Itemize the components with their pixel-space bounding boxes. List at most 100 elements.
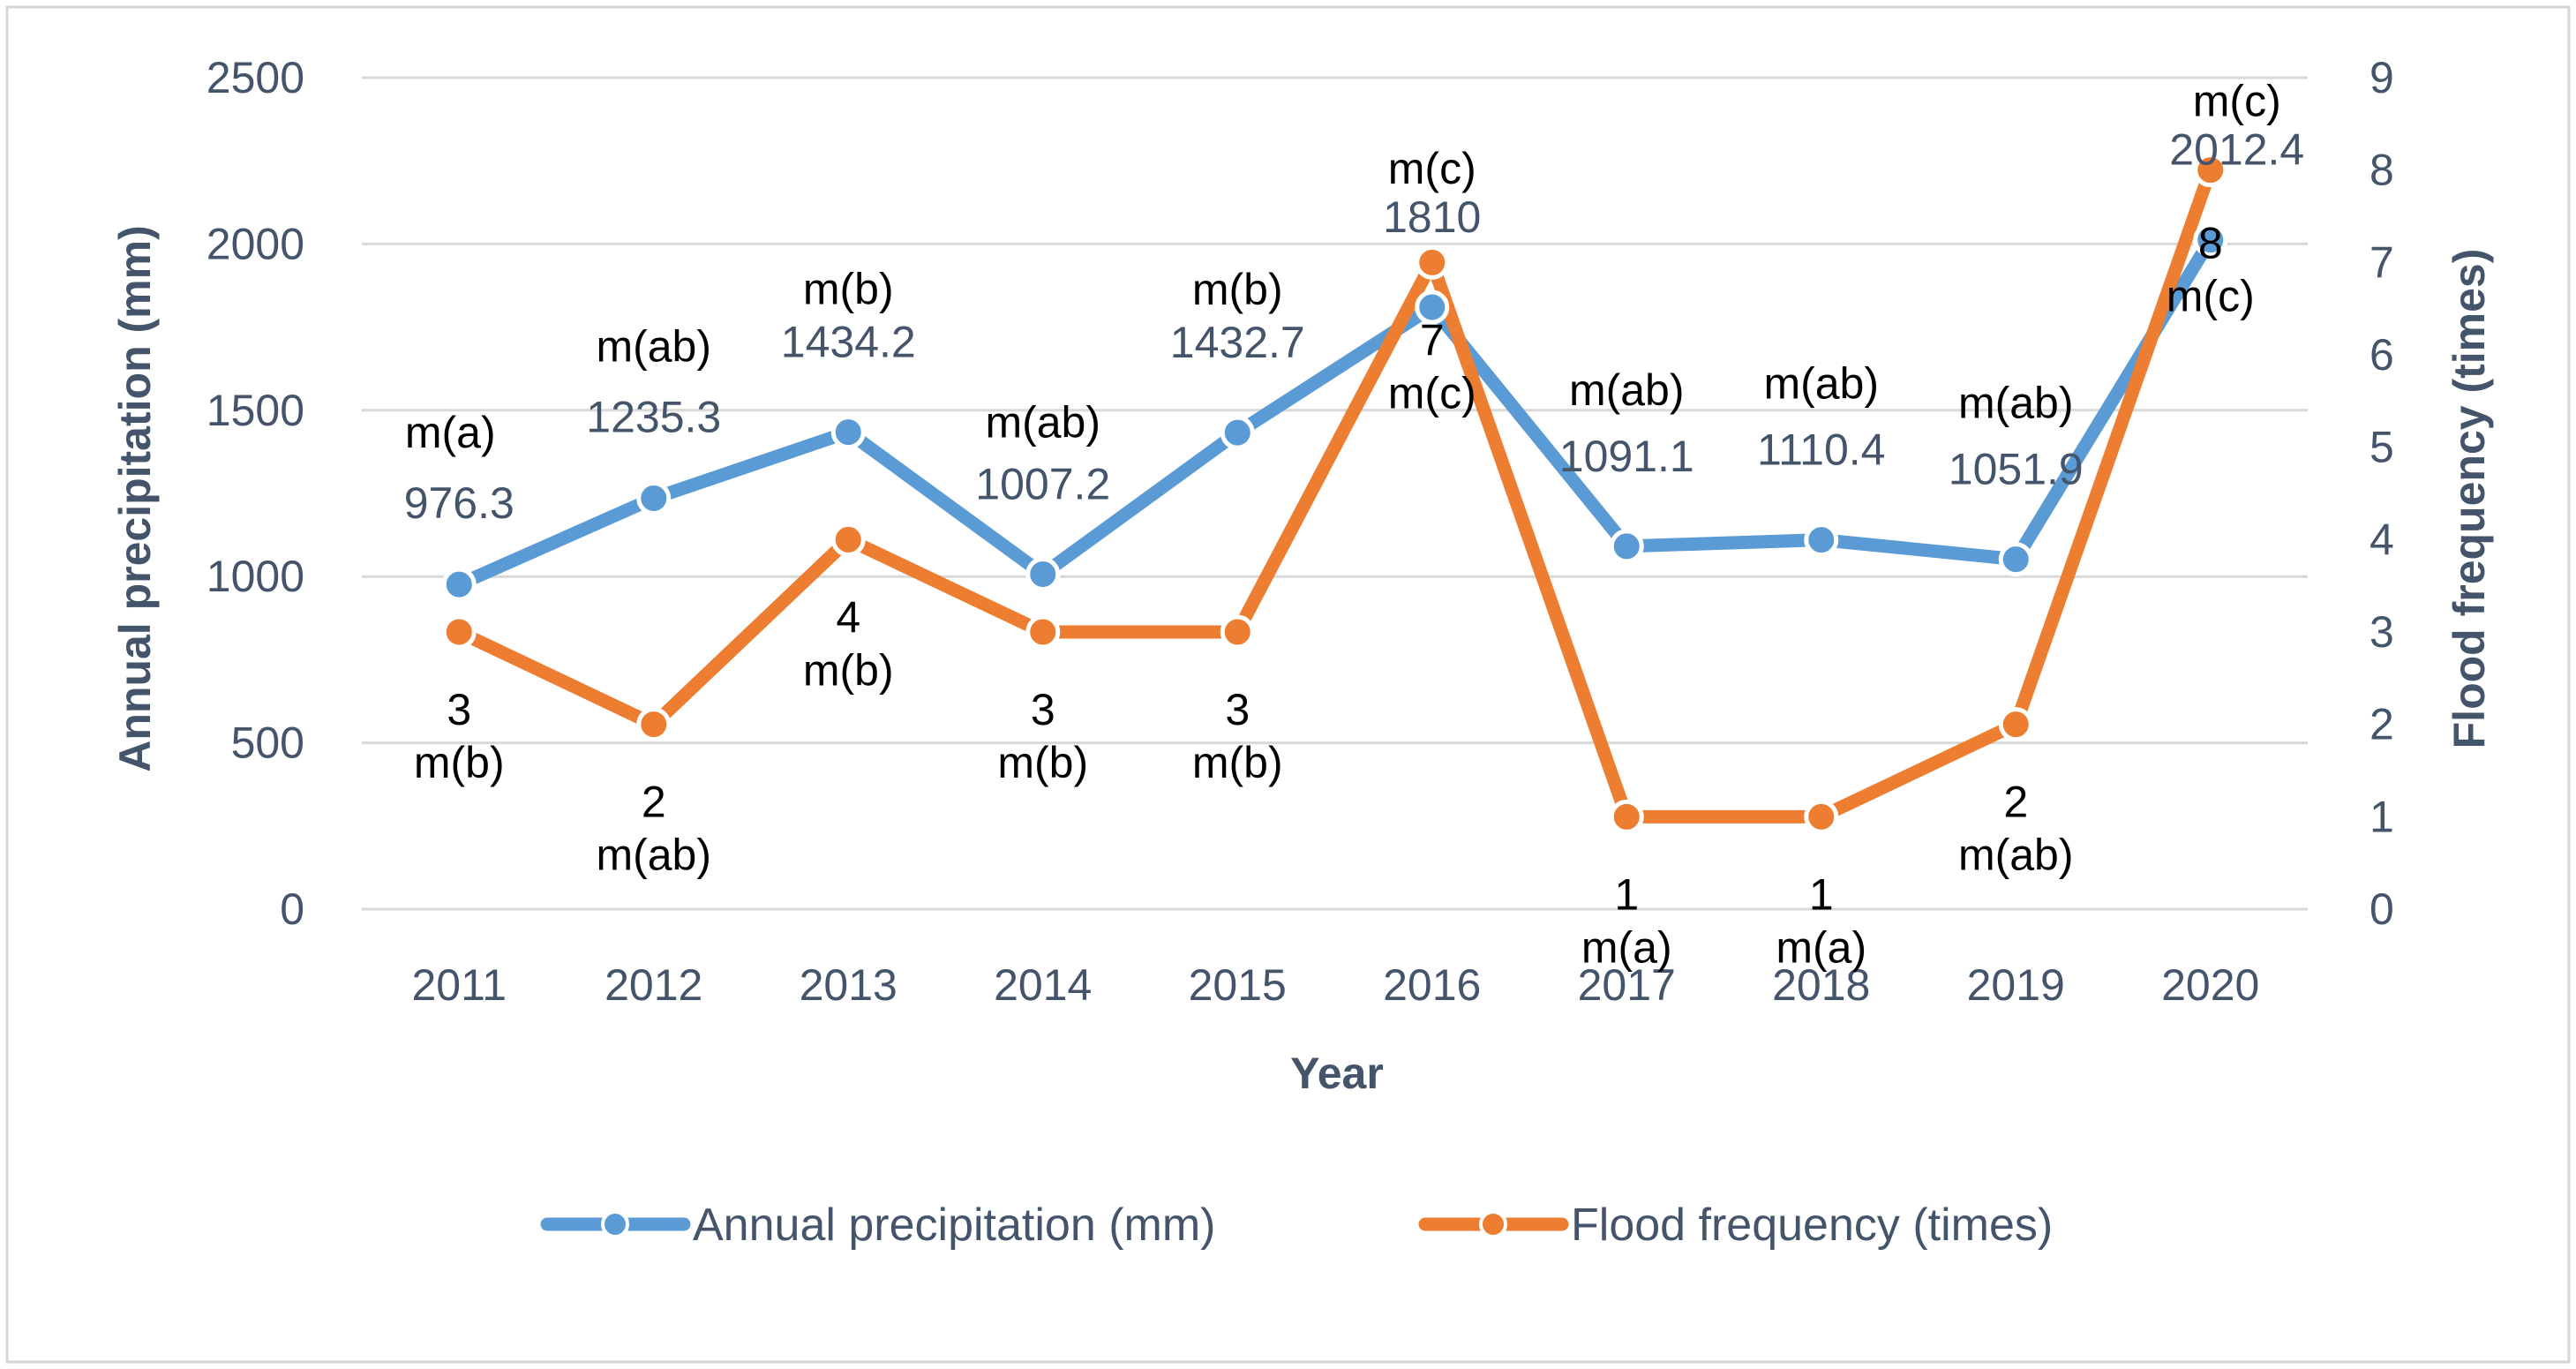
series-0-point <box>1998 542 2033 577</box>
flood-group-label: m(c) <box>2167 272 2255 321</box>
series-line-0 <box>452 233 2218 591</box>
y-right-tick-label: 3 <box>2369 607 2394 657</box>
series-1-point <box>1025 614 1061 650</box>
flood-value-label: 3 <box>1031 685 1055 734</box>
series-layer <box>441 153 2228 834</box>
legend-precipitation-label: Annual precipitation (mm) <box>693 1200 1215 1251</box>
flood-group-label: m(a) <box>1581 922 1672 972</box>
series-1-point <box>2193 153 2228 188</box>
x-tick-label: 2018 <box>1772 960 1870 1010</box>
y-axis-right-title: Flood frequency (times) <box>2445 249 2494 749</box>
x-tick-label: 2014 <box>994 960 1092 1010</box>
y-left-tick-label: 500 <box>231 718 304 768</box>
series-0-point <box>1415 290 1450 325</box>
precip-value-label: 1007.2 <box>975 459 1110 508</box>
precip-group-label: m(a) <box>405 408 496 457</box>
precip-value-label: 1434.2 <box>781 318 916 367</box>
flood-value-label: 2 <box>2003 778 2028 827</box>
series-1-point <box>1609 799 1644 834</box>
series-0-point <box>1609 529 1644 564</box>
legend-flood-label: Flood frequency (times) <box>1571 1200 2053 1251</box>
grid-layer <box>362 76 2308 911</box>
precip-value-label: 1432.7 <box>1170 318 1305 367</box>
series-1-point <box>441 614 477 650</box>
flood-value-label: 7 <box>1420 315 1445 365</box>
flood-group-label: m(b) <box>997 738 1088 787</box>
precip-group-label: m(ab) <box>1569 365 1685 415</box>
precip-group-label: m(c) <box>1388 144 1476 193</box>
y-right-tick-label: 5 <box>2369 423 2394 472</box>
flood-group-label: m(b) <box>803 645 894 695</box>
y-right-tick-label: 6 <box>2369 330 2394 380</box>
precip-value-label: 1091.1 <box>1559 432 1694 481</box>
y-right-tick-label: 9 <box>2369 53 2394 102</box>
flood-group-label: m(b) <box>414 738 505 787</box>
x-tick-label: 2011 <box>411 960 507 1010</box>
series-0-point <box>1025 556 1061 591</box>
series-1-point <box>636 707 672 742</box>
legend: Annual precipitation (mm) Flood frequenc… <box>540 1200 2053 1251</box>
flood-value-label: 8 <box>2198 219 2223 268</box>
flood-group-label: m(ab) <box>596 831 711 880</box>
series-0-point <box>441 567 477 602</box>
flood-value-label: 3 <box>447 685 471 734</box>
precip-group-label: m(ab) <box>1763 359 1879 409</box>
y-left-tick-label: 2500 <box>207 53 304 102</box>
series-1-point <box>1998 707 2033 742</box>
x-tick-label: 2016 <box>1383 960 1481 1010</box>
flood-value-label: 1 <box>1614 869 1639 919</box>
precip-group-label: m(c) <box>2193 77 2281 126</box>
precip-group-label: m(b) <box>1192 265 1283 314</box>
precip-value-label: 1110.4 <box>1757 425 1886 475</box>
label-layer: m(a)976.3m(ab)1235.3m(b)1434.2m(ab)1007.… <box>404 77 2305 973</box>
x-tick-label: 2020 <box>2161 960 2259 1010</box>
flood-group-label: m(ab) <box>1958 831 2074 880</box>
x-tick-label: 2012 <box>605 960 702 1010</box>
series-0-point <box>1804 523 1839 558</box>
y-right-tick-label: 8 <box>2369 146 2394 195</box>
flood-group-label: m(b) <box>1192 738 1283 787</box>
series-0-point <box>1220 415 1255 450</box>
flood-value-label: 3 <box>1225 685 1250 734</box>
y-right-tick-label: 0 <box>2369 884 2394 934</box>
series-0-point <box>830 415 866 450</box>
y-axis-left-title: Annual precipitation (mm) <box>110 225 160 771</box>
y-right-tick-label: 1 <box>2369 792 2394 841</box>
series-1-point <box>1804 799 1839 834</box>
x-tick-label: 2019 <box>1967 960 2065 1010</box>
chart-frame <box>5 5 2571 1364</box>
precip-value-label: 2012.4 <box>2169 125 2304 175</box>
flood-value-label: 1 <box>1809 869 1834 919</box>
axis-layer: 0 500 1000 1500 2000 2500 0 1 2 3 4 5 6 7 8 9 2011 2012 20… <box>207 53 2394 1010</box>
x-tick-label: 2015 <box>1189 960 1287 1010</box>
legend-precipitation-marker <box>601 1210 629 1238</box>
precip-value-label: 976.3 <box>404 478 514 528</box>
x-tick-label: 2013 <box>800 960 897 1010</box>
series-1-point <box>1220 614 1255 650</box>
flood-group-label: m(c) <box>1388 368 1476 417</box>
legend-flood-marker <box>1479 1210 1507 1238</box>
precip-group-label: m(ab) <box>596 322 711 372</box>
flood-value-label: 2 <box>642 778 666 827</box>
y-right-tick-label: 4 <box>2369 515 2394 564</box>
y-left-tick-label: 1500 <box>207 386 304 435</box>
x-tick-label: 2017 <box>1578 960 1676 1010</box>
y-right-tick-label: 7 <box>2369 237 2394 287</box>
precip-value-label: 1810 <box>1383 192 1481 242</box>
series-1-point <box>1415 244 1450 280</box>
flood-value-label: 4 <box>836 592 860 642</box>
y-left-tick-label: 1000 <box>207 552 304 601</box>
series-0-point <box>636 481 672 516</box>
series-1-point <box>830 522 866 557</box>
y-left-tick-label: 0 <box>280 884 304 934</box>
precip-group-label: m(ab) <box>985 397 1100 447</box>
flood-group-label: m(a) <box>1776 922 1866 972</box>
y-right-tick-label: 2 <box>2369 700 2394 749</box>
precip-value-label: 1051.9 <box>1949 445 2084 494</box>
precip-group-label: m(b) <box>803 265 894 314</box>
precip-group-label: m(ab) <box>1958 379 2074 428</box>
x-axis-title: Year <box>1290 1049 1384 1098</box>
series-line-1 <box>452 163 2218 824</box>
series-0-point <box>2193 222 2228 258</box>
